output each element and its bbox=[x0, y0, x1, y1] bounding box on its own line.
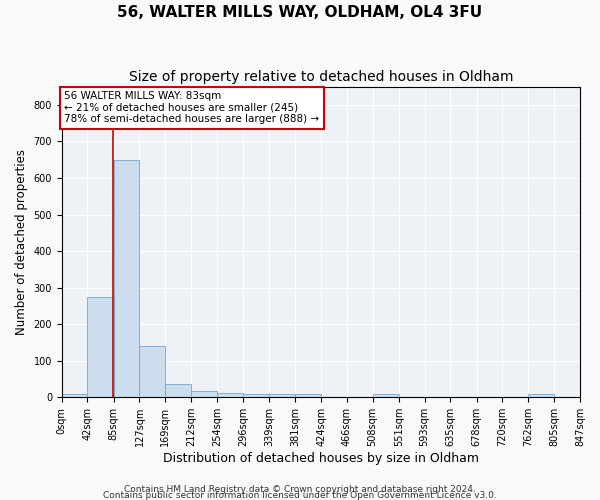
Bar bbox=[528, 394, 554, 398]
Bar bbox=[373, 394, 399, 398]
Bar bbox=[191, 391, 217, 398]
Bar bbox=[295, 394, 321, 398]
Text: Contains HM Land Registry data © Crown copyright and database right 2024.: Contains HM Land Registry data © Crown c… bbox=[124, 484, 476, 494]
Text: 56 WALTER MILLS WAY: 83sqm
← 21% of detached houses are smaller (245)
78% of sem: 56 WALTER MILLS WAY: 83sqm ← 21% of deta… bbox=[64, 91, 319, 124]
Bar bbox=[62, 394, 88, 398]
Bar bbox=[243, 394, 269, 398]
Text: 56, WALTER MILLS WAY, OLDHAM, OL4 3FU: 56, WALTER MILLS WAY, OLDHAM, OL4 3FU bbox=[118, 5, 482, 20]
Bar bbox=[114, 160, 139, 398]
Bar bbox=[217, 393, 243, 398]
Bar bbox=[88, 297, 114, 398]
Text: Contains public sector information licensed under the Open Government Licence v3: Contains public sector information licen… bbox=[103, 490, 497, 500]
X-axis label: Distribution of detached houses by size in Oldham: Distribution of detached houses by size … bbox=[163, 452, 479, 465]
Title: Size of property relative to detached houses in Oldham: Size of property relative to detached ho… bbox=[128, 70, 513, 84]
Bar bbox=[165, 384, 191, 398]
Bar bbox=[269, 394, 295, 398]
Bar bbox=[139, 346, 165, 398]
Y-axis label: Number of detached properties: Number of detached properties bbox=[15, 149, 28, 335]
